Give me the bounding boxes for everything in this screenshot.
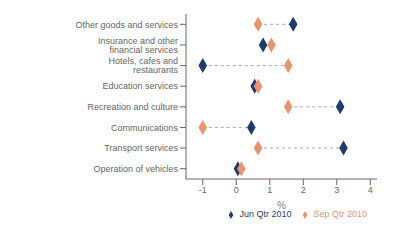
svg-text:Education services: Education services [102,81,178,91]
svg-text:-1: -1 [199,185,207,195]
svg-text:Other goods and services: Other goods and services [75,20,178,30]
svg-text:Transport services: Transport services [104,143,178,153]
html-text:Jun Qtr 2010: Jun Qtr 2010 [239,209,292,219]
html-text:Sep Qtr 2010: Sep Qtr 2010 [313,209,367,219]
svg-text:Communications: Communications [111,123,179,133]
svg-text:%: % [277,200,286,211]
svg-text:2: 2 [301,185,306,195]
svg-text:4: 4 [368,185,373,195]
svg-text:Insurance and otherfinancial s: Insurance and otherfinancial services [98,36,179,55]
svg-text:0: 0 [234,185,239,195]
svg-text:1: 1 [267,185,272,195]
svg-text:Hotels, cafes andrestaurants: Hotels, cafes andrestaurants [108,56,178,75]
svg-text:Operation of vehicles: Operation of vehicles [93,164,178,174]
svg-text:3: 3 [334,185,339,195]
svg-text:Recreation and culture: Recreation and culture [87,102,178,112]
